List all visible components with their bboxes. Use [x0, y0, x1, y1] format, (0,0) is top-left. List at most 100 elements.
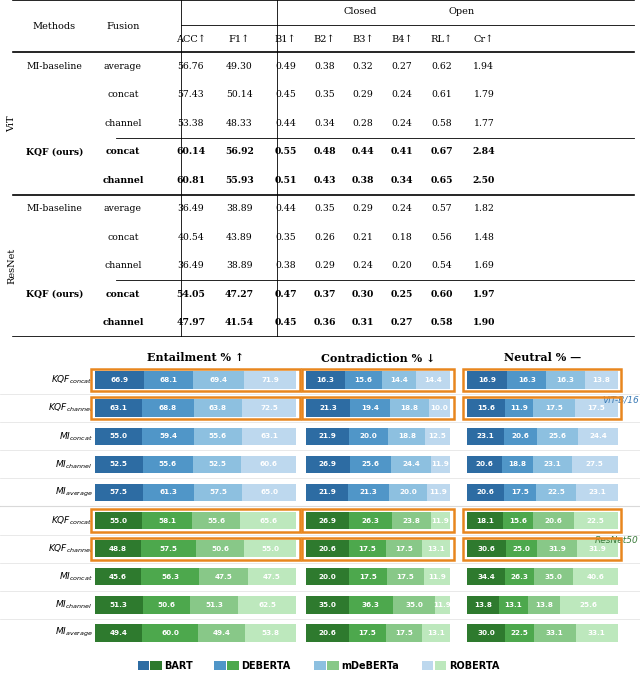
Bar	[95, 624, 141, 642]
Bar	[533, 456, 572, 473]
Text: 0.58: 0.58	[430, 318, 453, 328]
Text: 20.0: 20.0	[319, 573, 336, 580]
Text: 40.6: 40.6	[586, 573, 604, 580]
Text: $\mathit{KQF}_{\mathit{channel}}$: $\mathit{KQF}_{\mathit{channel}}$	[48, 542, 93, 555]
Text: 25.6: 25.6	[580, 602, 598, 608]
Text: 62.5: 62.5	[258, 602, 276, 608]
Text: 1.94: 1.94	[474, 62, 494, 71]
Bar	[467, 540, 506, 557]
Bar	[381, 371, 416, 389]
Bar	[573, 512, 618, 529]
Text: 52.5: 52.5	[208, 461, 226, 467]
Text: 17.5: 17.5	[358, 545, 376, 552]
Text: 0.56: 0.56	[431, 233, 452, 242]
Bar	[344, 371, 381, 389]
Text: 26.3: 26.3	[362, 518, 380, 524]
Bar	[422, 540, 450, 557]
Text: 0.31: 0.31	[351, 318, 374, 328]
Text: 19.4: 19.4	[361, 405, 379, 411]
Text: 13.1: 13.1	[428, 630, 445, 636]
Text: Fusion: Fusion	[106, 22, 140, 31]
Text: 17.5: 17.5	[511, 490, 529, 496]
Text: 61.3: 61.3	[159, 490, 177, 496]
Text: 41.54: 41.54	[225, 318, 254, 328]
Bar	[431, 512, 450, 529]
Text: $\mathit{MI}_{\mathit{average}}$: $\mathit{MI}_{\mathit{average}}$	[55, 627, 93, 639]
Text: 0.60: 0.60	[430, 290, 453, 299]
Bar	[244, 540, 296, 557]
Bar	[536, 484, 576, 501]
Text: 33.1: 33.1	[546, 630, 564, 636]
Bar	[575, 624, 618, 642]
Text: 23.1: 23.1	[588, 490, 605, 496]
Bar	[95, 371, 143, 389]
Text: 17.5: 17.5	[395, 545, 413, 552]
Text: 1.82: 1.82	[474, 204, 494, 213]
Text: 55.93: 55.93	[225, 176, 253, 185]
Text: $\mathit{MI}_{\mathit{channel}}$: $\mathit{MI}_{\mathit{channel}}$	[56, 599, 93, 611]
Bar	[387, 568, 424, 586]
Text: 0.27: 0.27	[390, 318, 413, 328]
Text: 26.9: 26.9	[319, 518, 337, 524]
Text: 0.67: 0.67	[430, 148, 453, 157]
Bar	[95, 428, 142, 445]
Text: 0.51: 0.51	[274, 176, 297, 185]
Text: 20.6: 20.6	[319, 545, 337, 552]
Text: concat: concat	[106, 148, 140, 157]
Text: ACC↑: ACC↑	[176, 35, 205, 44]
Text: Open: Open	[449, 7, 475, 16]
Bar	[426, 428, 450, 445]
Text: $\mathit{KQF}_{\mathit{concat}}$: $\mathit{KQF}_{\mathit{concat}}$	[51, 514, 93, 527]
Text: KQF (ours): KQF (ours)	[26, 148, 83, 157]
Bar	[467, 428, 504, 445]
Bar	[505, 624, 534, 642]
Text: 57.5: 57.5	[209, 490, 227, 496]
Text: 57.5: 57.5	[109, 490, 128, 496]
Bar	[576, 484, 618, 501]
Text: BART: BART	[164, 661, 193, 671]
Text: 20.6: 20.6	[476, 461, 493, 467]
Text: 31.9: 31.9	[548, 545, 566, 552]
Text: Closed: Closed	[343, 7, 377, 16]
Text: 0.48: 0.48	[313, 148, 336, 157]
Bar	[467, 371, 508, 389]
Text: 17.5: 17.5	[359, 573, 377, 580]
Text: MI-baseline: MI-baseline	[26, 204, 83, 213]
Bar	[199, 568, 248, 586]
Text: 18.8: 18.8	[508, 461, 526, 467]
Text: 2.50: 2.50	[473, 176, 495, 185]
Text: 71.9: 71.9	[261, 377, 279, 383]
Text: 0.25: 0.25	[391, 290, 413, 299]
Text: 57.5: 57.5	[159, 545, 177, 552]
Bar	[572, 456, 618, 473]
Bar	[573, 568, 618, 586]
Bar	[537, 540, 577, 557]
Bar	[579, 428, 618, 445]
Text: 0.30: 0.30	[352, 290, 374, 299]
Text: 20.0: 20.0	[360, 433, 378, 439]
Bar	[227, 661, 239, 670]
Text: 50.6: 50.6	[211, 545, 229, 552]
Bar	[192, 512, 240, 529]
Text: 55.6: 55.6	[159, 461, 177, 467]
Text: 18.8: 18.8	[401, 405, 419, 411]
Text: 53.8: 53.8	[262, 630, 280, 636]
Text: 1.69: 1.69	[474, 262, 494, 270]
Bar	[350, 400, 390, 417]
Text: 22.5: 22.5	[547, 490, 565, 496]
Text: ResNet: ResNet	[7, 248, 16, 284]
Text: concat: concat	[107, 233, 139, 242]
Bar	[348, 484, 388, 501]
Text: 36.49: 36.49	[177, 204, 204, 213]
Text: 0.20: 0.20	[392, 262, 412, 270]
Bar	[349, 428, 388, 445]
Text: 0.21: 0.21	[353, 233, 373, 242]
Bar	[585, 371, 618, 389]
Text: 2.84: 2.84	[472, 148, 495, 157]
Bar	[538, 428, 579, 445]
Bar	[95, 596, 143, 614]
Bar	[349, 624, 386, 642]
Text: 17.5: 17.5	[397, 573, 415, 580]
Text: 17.5: 17.5	[588, 405, 605, 411]
Text: 1.48: 1.48	[474, 233, 494, 242]
